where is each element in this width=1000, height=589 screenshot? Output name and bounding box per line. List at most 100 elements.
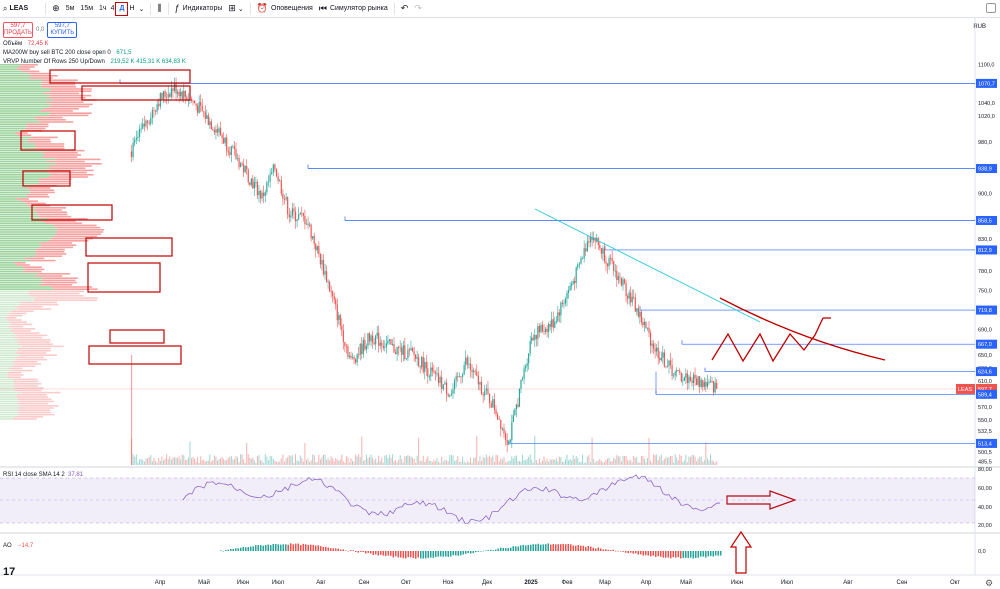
- time-tick-label: Окт: [950, 580, 960, 586]
- volume-bar: [591, 437, 593, 465]
- vp-bar-down: [50, 286, 93, 288]
- currency-label: RUB: [973, 24, 986, 30]
- volume-bar: [249, 457, 251, 465]
- volume-bar: [500, 458, 502, 465]
- ao-bar: [267, 544, 269, 551]
- ao-bar: [642, 551, 644, 556]
- vp-bar-down: [53, 288, 98, 290]
- vp-bar-down: [55, 233, 102, 235]
- candle-body: [375, 335, 377, 345]
- indicators-label: Индикаторы: [182, 5, 223, 12]
- time-axis[interactable]: Апр Май Июн Июл Авг Сен Окт Ноя Дек 2025 Фев Мар Апр…: [155, 579, 961, 586]
- interval-week[interactable]: Н: [129, 5, 135, 12]
- candle-body: [405, 358, 407, 360]
- volume-bar: [688, 456, 690, 465]
- vp-bar-up: [0, 138, 28, 141]
- volume-bar: [153, 457, 155, 465]
- price-axis[interactable]: 1100,0 1070,7 1040,0 1020,0 980,0 938,9 900,0 8…: [956, 62, 997, 465]
- gear-icon[interactable]: ⚙: [985, 578, 994, 588]
- vp-bar-up: [0, 273, 39, 275]
- rsi-tick-label: 40,00: [978, 505, 992, 511]
- candle-body: [356, 354, 358, 363]
- vp-bar-up: [0, 416, 16, 418]
- ao-bar: [445, 551, 447, 557]
- candle-body: [646, 327, 649, 329]
- candle-body: [569, 285, 571, 291]
- volume-bar: [347, 457, 349, 465]
- ao-bar: [472, 551, 474, 554]
- vp-bar-up: [0, 290, 30, 293]
- fullscreen-icon[interactable]: [986, 3, 996, 13]
- interval-4h[interactable]: 4: [110, 5, 115, 12]
- vrvp-legend[interactable]: VRVP Number Of Rows 250 Up/Down 219,52 K…: [3, 59, 186, 65]
- volume-bar: [143, 461, 145, 465]
- templates-button[interactable]: ⊞ ⌄: [225, 2, 246, 16]
- volume-bar: [416, 455, 418, 465]
- vp-bar-up: [0, 279, 42, 282]
- buy-button[interactable]: 597,7 КУПИТЬ: [47, 22, 78, 38]
- ma-legend[interactable]: MA200W buy sell BTC 200 close open 0 671…: [3, 50, 186, 56]
- vp-bar-up: [0, 200, 21, 202]
- indicators-button[interactable]: ƒ Индикаторы: [172, 2, 226, 16]
- candle-body: [524, 366, 527, 369]
- candle-body: [493, 399, 496, 410]
- redo-button[interactable]: ↷: [411, 2, 425, 16]
- volume-legend[interactable]: Объём 72,45 K: [3, 41, 186, 47]
- candle-body: [344, 342, 346, 346]
- ao-bar: [455, 551, 457, 556]
- rsi-tick-label: 60,00: [978, 486, 992, 492]
- candle-body: [567, 290, 570, 293]
- candle-body: [538, 325, 541, 333]
- rsi-legend-label[interactable]: RSI 14 close SMA 14 2: [3, 472, 65, 478]
- undo-button[interactable]: ↶: [398, 2, 412, 16]
- candle-body: [347, 346, 349, 357]
- volume-bar: [135, 454, 137, 465]
- vp-bar-up: [0, 303, 21, 306]
- vp-bar-down: [34, 209, 62, 211]
- volume-bar: [288, 455, 290, 465]
- interval-day[interactable]: Д: [115, 1, 129, 16]
- candle-body: [416, 357, 418, 359]
- candle-body: [370, 335, 372, 342]
- interval-dropdown[interactable]: ⌄: [136, 2, 148, 16]
- plus-circle-icon: ⊕: [52, 3, 60, 13]
- candle-body: [135, 137, 137, 140]
- ao-bar: [600, 548, 602, 551]
- ao-legend-label[interactable]: AO: [3, 543, 12, 549]
- compare-button[interactable]: ⊕: [49, 2, 63, 16]
- volume-bar: [147, 458, 149, 465]
- chart-type-button[interactable]: ⫼: [154, 2, 164, 16]
- volume-bar: [307, 458, 309, 465]
- vp-bar-down: [29, 189, 54, 191]
- candle-body: [490, 403, 492, 408]
- ao-bar: [545, 544, 547, 551]
- volume-bar: [212, 460, 214, 465]
- redo-icon: ↷: [414, 3, 422, 13]
- price-tick-label: 485,5: [978, 459, 992, 465]
- replay-button[interactable]: ⏮ Симулятор рынка: [316, 2, 391, 16]
- volume-bar: [515, 455, 517, 465]
- interval-5m[interactable]: 5м: [65, 5, 75, 12]
- volume-bar: [290, 456, 292, 465]
- ao-bar: [565, 544, 567, 551]
- sell-button[interactable]: 597,7 ПРОДАТЬ: [3, 22, 33, 38]
- vp-bar-up: [0, 220, 42, 222]
- vp-bar-down: [40, 121, 74, 123]
- candle-body: [589, 237, 592, 243]
- interval-1h[interactable]: 1ч: [99, 5, 107, 12]
- volume-bar: [385, 454, 387, 465]
- grid-icon: ⊞: [228, 3, 236, 13]
- candle-body: [396, 346, 398, 355]
- vp-bar-up: [0, 167, 48, 169]
- interval-15m[interactable]: 15м: [80, 5, 94, 12]
- tradingview-logo[interactable]: 17: [3, 566, 16, 578]
- alerts-button[interactable]: ⏰ Оповещения: [254, 2, 316, 16]
- symbol-search[interactable]: ⌕ LEAS: [0, 2, 31, 16]
- vp-bar-up: [0, 391, 22, 394]
- volume-bar: [569, 459, 571, 465]
- candle-body: [450, 393, 452, 395]
- volume-bar: [390, 457, 392, 465]
- vp-bar-up: [0, 411, 18, 414]
- candle-body: [555, 321, 557, 323]
